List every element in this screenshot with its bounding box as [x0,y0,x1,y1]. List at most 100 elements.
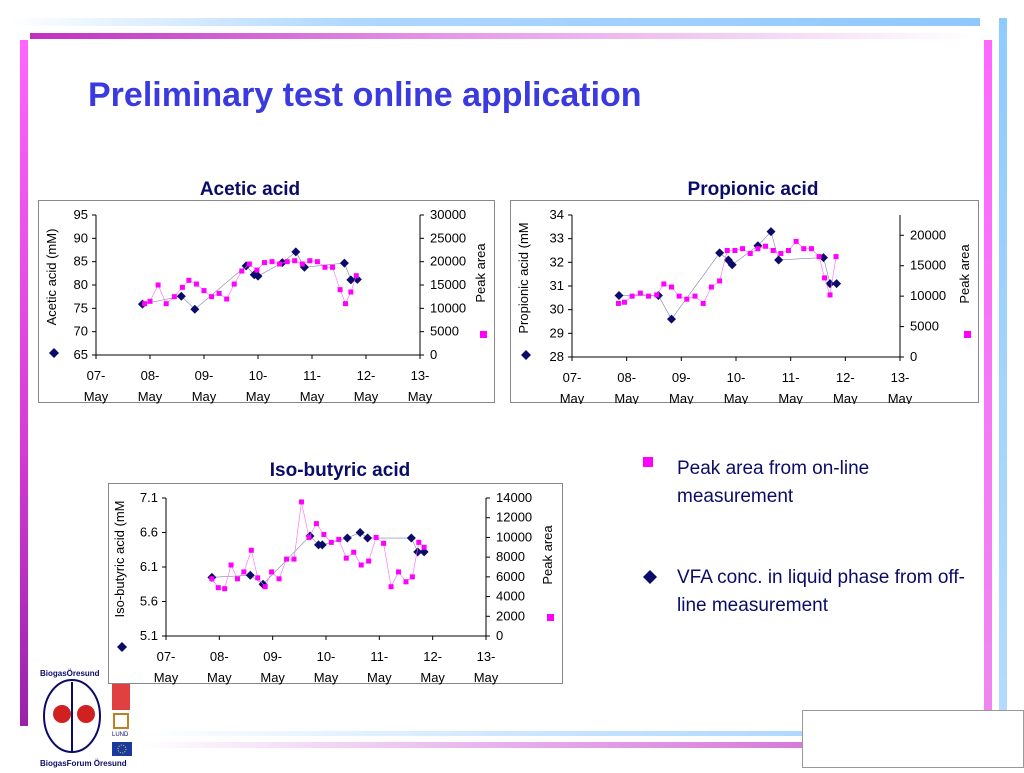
y-tick-label: 7.1 [140,490,158,505]
peak-area-point [740,246,746,252]
peak-area-point [246,261,252,267]
x-tick-label-day: 09- [672,370,691,385]
x-tick-label-day: 08- [210,649,229,664]
y2-tick-label: 14000 [496,490,532,505]
y-legend-marker [521,350,531,360]
peak-area-point [337,287,343,293]
peak-area-point [755,246,761,252]
peak-area-point [654,292,660,298]
x-tick-label-day: 11- [782,370,800,385]
biogas-bottom-text: BiogasForum Öresund [40,759,127,768]
x-tick-label-day: 12- [836,370,855,385]
vfa-point [727,260,737,270]
x-tick-label-day: 10- [727,370,746,385]
x-tick-label-day: 08- [617,370,636,385]
peak-area-point [224,296,230,302]
x-tick-label-month: May [300,389,325,404]
bottom-gradient-bar-blue [140,731,1000,736]
x-tick-label-day: 13- [477,649,496,664]
vfa-point [291,247,301,257]
vfa-line [619,230,837,320]
right-vertical-bar-blue [999,18,1007,738]
vfa-point [299,262,309,272]
y-axis-label: Iso-butyric acid (mM [112,500,127,617]
vfa-point [245,570,255,580]
peak-area-point [421,544,427,550]
y-tick-label: 80 [74,277,88,292]
x-tick-label-day: 07- [563,370,582,385]
peak-area-point [330,264,336,270]
peak-area-point [234,576,240,582]
peak-area-point [353,273,359,279]
navy-diamond-icon [643,570,657,584]
peak-area-point [261,260,267,266]
y-tick-label: 85 [74,254,88,269]
peak-area-point [388,584,394,590]
y-legend-marker [117,642,127,652]
vfa-point [339,258,349,268]
vfa-point [614,290,624,300]
vfa-point [413,547,423,557]
embedded-object-placeholder [802,710,1024,768]
peak-area-point [322,264,328,270]
biogas-top-text: BiogasÖresund [40,669,100,678]
x-tick-label-day: 08- [141,368,160,383]
x-tick-label-day: 11- [303,368,321,383]
x-tick-label-month: May [560,391,585,404]
y-tick-label: 75 [74,300,88,315]
peak-area-point [373,534,379,540]
x-tick-label-day: 13- [411,368,430,383]
x-tick-label-month: May [154,670,179,685]
propionic-acid-chart: 28 29 30 31 32 33 34 0 5000 10000 15000 20000 07- May… [510,200,979,404]
x-tick-label-month: May [474,670,499,685]
y2-axis-label: Peak area [540,525,555,585]
x-tick-label-day: 10- [249,368,268,383]
peak-area-point [684,296,690,302]
y-tick-label: 70 [74,324,88,339]
peak-area-point [724,247,730,253]
y-tick-label: 33 [550,231,564,246]
peak-area-point [717,278,723,284]
y-tick-label: 5.6 [140,594,158,609]
x-tick-label-month: May [420,670,445,685]
x-tick-label-month: May [778,391,803,404]
peak-area-point [186,277,192,283]
x-tick-label-month: May [669,391,694,404]
vfa-point [715,248,725,258]
y2-tick-label: 8000 [496,549,525,564]
vfa-point [253,271,263,281]
peak-area-point [292,258,298,264]
chart-frame [108,483,563,684]
x-tick-label-day: 09- [263,649,282,664]
vfa-point [774,255,784,265]
y-tick-label: 29 [550,325,564,340]
peak-area-point [351,549,357,555]
peak-area-point [299,261,305,267]
peak-area-point [239,268,245,274]
peak-area-point [262,584,268,590]
y2-tick-label: 20000 [910,227,946,242]
peak-area-point [336,536,342,542]
y-tick-label: 95 [74,207,88,222]
x-tick-label-month: May [614,391,639,404]
y-tick-label: 6.1 [140,559,158,574]
peak-area-point [637,290,643,296]
y-axis-label: Acetic acid (mM) [44,229,59,326]
vfa-point [766,227,776,237]
vfa-point [832,279,842,289]
peak-area-point [785,247,791,253]
lund-text: LUND [112,732,129,738]
vfa-point [355,528,365,537]
x-tick-label-month: May [367,670,392,685]
peak-area-point [801,246,807,252]
peak-area-point [342,301,348,307]
peak-area-point [416,539,422,545]
x-tick-label-month: May [207,670,232,685]
y-tick-label: 34 [550,207,564,222]
x-tick-label-month: May [833,391,858,404]
y2-tick-label: 6000 [496,569,525,584]
x-tick-label-day: 11- [370,649,388,664]
vfa-point [176,291,186,301]
peak-area-point [409,574,415,580]
y-tick-label: 32 [550,254,564,269]
